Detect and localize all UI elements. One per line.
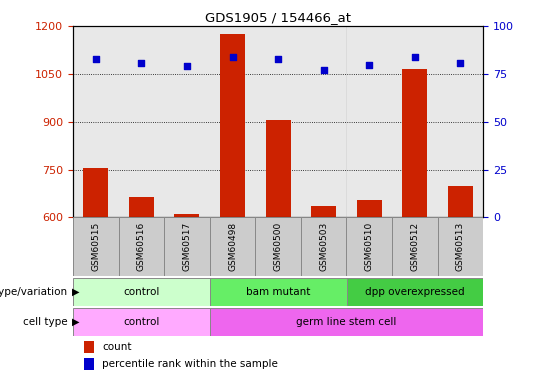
Text: GSM60500: GSM60500 [274,222,282,271]
Bar [255,217,301,276]
Point [137,60,146,66]
Bar [402,69,428,218]
Bar [311,206,336,218]
Bar [118,26,164,218]
Bar [210,26,255,218]
Text: germ line stem cell: germ line stem cell [296,316,397,327]
Bar [266,120,291,218]
Text: GSM60503: GSM60503 [319,222,328,271]
Text: dpp overexpressed: dpp overexpressed [365,286,465,297]
Bar [347,278,483,306]
Text: GSM60515: GSM60515 [91,222,100,271]
Bar [392,217,438,276]
Bar [73,308,210,336]
Point [183,63,191,69]
Bar [210,308,483,336]
Text: control: control [123,286,159,297]
Text: GSM60513: GSM60513 [456,222,465,271]
Text: GSM60516: GSM60516 [137,222,146,271]
Bar [438,26,483,218]
Point [228,54,237,60]
Bar [392,26,438,218]
Text: GSM60517: GSM60517 [183,222,191,271]
Text: control: control [123,316,159,327]
Point [91,56,100,62]
Text: count: count [103,342,132,352]
Bar [129,197,154,217]
Text: genotype/variation: genotype/variation [0,286,68,297]
Bar [174,214,199,217]
Bar [118,217,164,276]
Point [319,67,328,73]
Bar [357,200,382,217]
Bar [84,341,94,353]
Bar [448,186,473,218]
Bar [255,26,301,218]
Text: GSM60498: GSM60498 [228,222,237,271]
Point [365,62,374,68]
Bar [164,26,210,218]
Text: GSM60510: GSM60510 [365,222,374,271]
Bar [301,26,347,218]
Title: GDS1905 / 154466_at: GDS1905 / 154466_at [205,11,351,24]
Bar [84,358,94,370]
Text: bam mutant: bam mutant [246,286,310,297]
Bar [210,217,255,276]
Text: GSM60512: GSM60512 [410,222,420,271]
Bar [347,26,392,218]
Text: percentile rank within the sample: percentile rank within the sample [103,359,278,369]
Text: ▶: ▶ [72,316,80,327]
Bar [210,278,347,306]
Bar [83,168,108,217]
Bar [73,26,118,218]
Text: ▶: ▶ [72,286,80,297]
Bar [73,278,210,306]
Text: cell type: cell type [23,316,68,327]
Point [456,60,465,66]
Bar [347,217,392,276]
Bar [73,217,118,276]
Bar [301,217,347,276]
Point [410,54,419,60]
Bar [220,34,245,218]
Point [274,56,282,62]
Bar [164,217,210,276]
Bar [438,217,483,276]
